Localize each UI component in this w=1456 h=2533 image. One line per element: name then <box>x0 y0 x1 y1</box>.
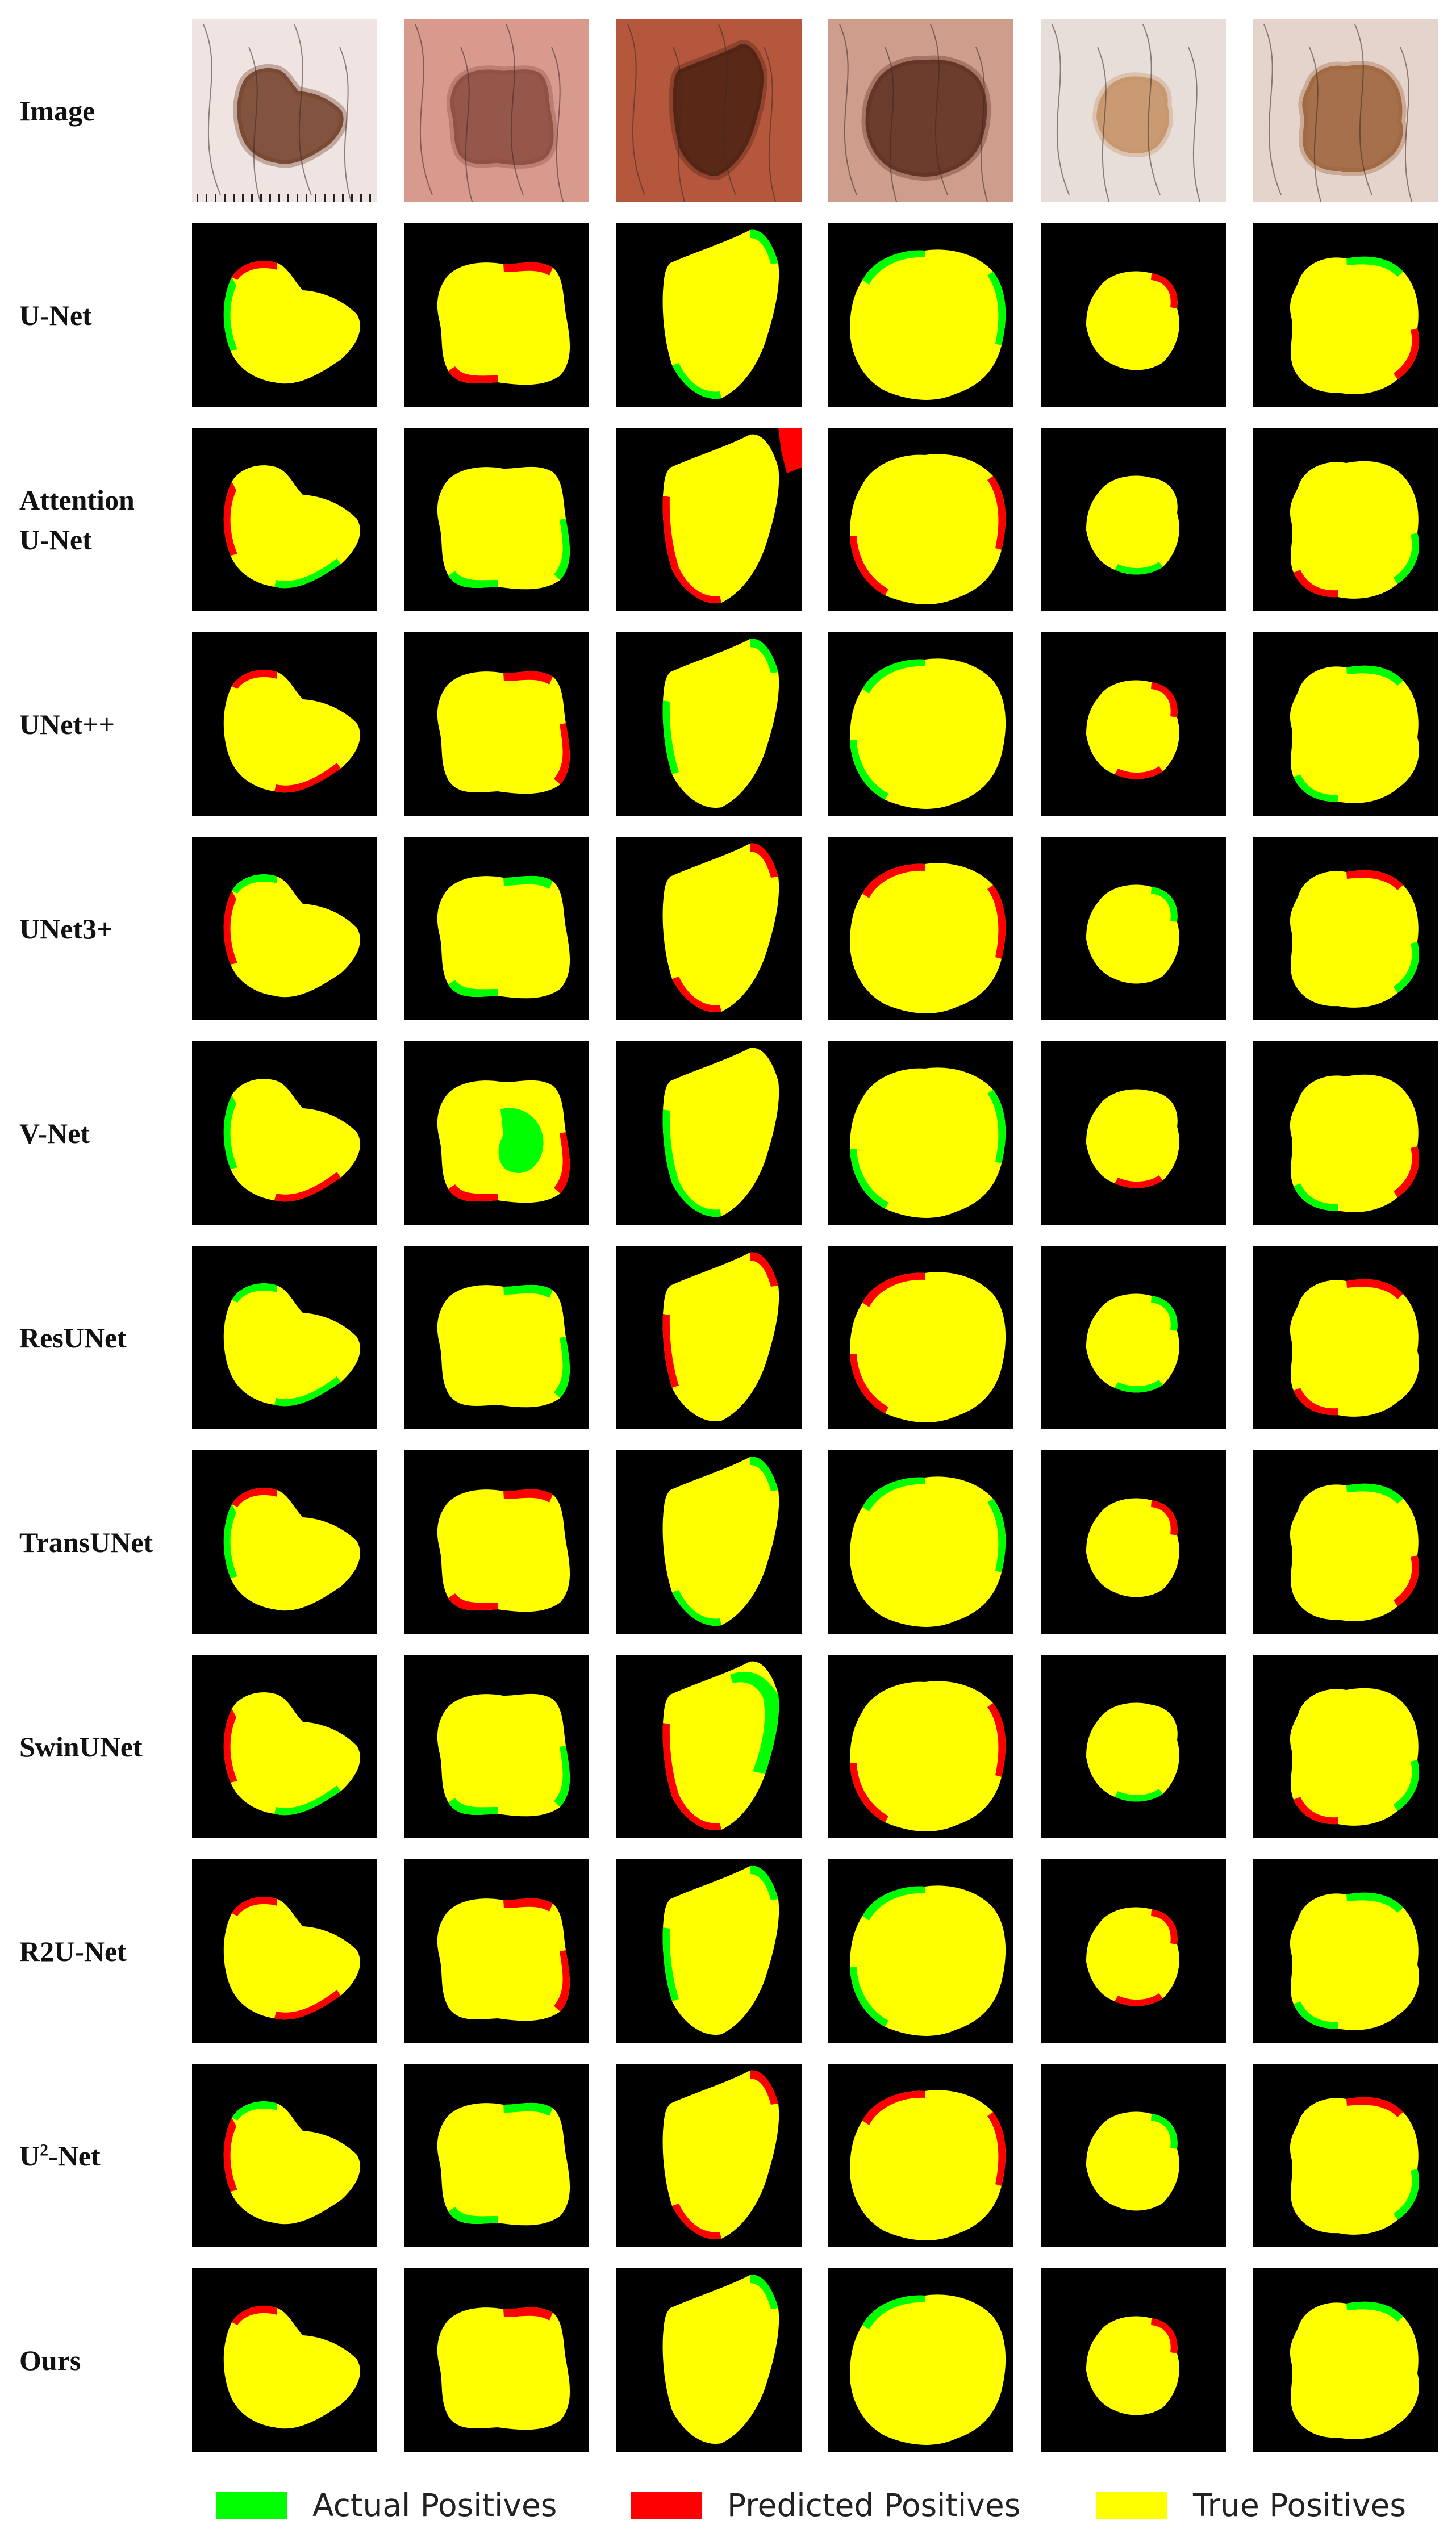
segmentation-mask <box>1253 428 1438 611</box>
segmentation-mask <box>404 1859 589 2043</box>
segmentation-mask <box>616 1859 802 2043</box>
segmentation-mask <box>1041 2268 1226 2452</box>
dermoscopy-image <box>828 19 1013 202</box>
segmentation-mask <box>404 837 589 1020</box>
segmentation-mask <box>1253 837 1438 1020</box>
segmentation-mask <box>616 1246 802 1429</box>
segmentation-mask <box>192 632 377 816</box>
row-label: R2U-Net <box>19 1935 127 1967</box>
segmentation-mask <box>1253 1655 1438 1838</box>
segmentation-mask <box>828 837 1013 1020</box>
segmentation-mask <box>1253 1450 1438 1634</box>
segmentation-mask <box>616 1655 802 1838</box>
row-label: TransUNet <box>19 1526 153 1558</box>
row-label-superscript: 2 <box>40 2140 49 2159</box>
row-label-text: Attention U-Net <box>19 483 135 556</box>
segmentation-mask <box>404 2064 589 2247</box>
segmentation-mask <box>192 2064 377 2247</box>
row-label: V-Net <box>19 1117 90 1149</box>
dermoscopy-image <box>192 19 377 202</box>
legend-item-predicted-positives: Predicted Positives <box>631 2485 1020 2525</box>
segmentation-mask <box>192 2268 377 2452</box>
segmentation-mask <box>192 837 377 1020</box>
row-label-suffix: -Net <box>48 2139 101 2172</box>
segmentation-mask <box>616 428 802 611</box>
segmentation-mask <box>192 428 377 611</box>
segmentation-mask <box>1253 1246 1438 1429</box>
segmentation-mask <box>828 1450 1013 1634</box>
segmentation-mask <box>404 2268 589 2452</box>
segmentation-mask <box>1041 1655 1226 1838</box>
segmentation-mask <box>404 1450 589 1634</box>
segmentation-mask <box>828 1859 1013 2043</box>
segmentation-mask <box>404 632 589 816</box>
segmentation-mask <box>1041 2064 1226 2247</box>
dermoscopy-image <box>616 19 802 202</box>
row-label: UNet3+ <box>19 912 113 945</box>
segmentation-mask <box>1041 223 1226 407</box>
segmentation-mask <box>828 428 1013 611</box>
segmentation-mask <box>192 223 377 407</box>
dermoscopy-image <box>1041 19 1226 202</box>
row-label: SwinUNet <box>19 1730 143 1763</box>
segmentation-mask <box>404 1041 589 1225</box>
segmentation-mask <box>828 632 1013 816</box>
segmentation-mask <box>1253 223 1438 407</box>
segmentation-mask <box>1041 837 1226 1020</box>
segmentation-mask <box>616 837 802 1020</box>
segmentation-mask <box>828 2064 1013 2247</box>
segmentation-mask <box>1253 2268 1438 2452</box>
segmentation-mask <box>828 1246 1013 1429</box>
row-label: Attention U-Net <box>19 480 190 560</box>
segmentation-mask <box>1041 1246 1226 1429</box>
row-label: ResUNet <box>19 1321 127 1354</box>
segmentation-mask <box>1041 1859 1226 2043</box>
row-label-text: U <box>19 2139 40 2172</box>
segmentation-mask <box>616 1041 802 1225</box>
dermoscopy-image <box>404 19 589 202</box>
dermoscopy-image <box>1253 19 1438 202</box>
segmentation-mask <box>1253 2064 1438 2247</box>
segmentation-mask <box>192 1041 377 1225</box>
segmentation-mask <box>828 223 1013 407</box>
legend-label-actual-positives: Actual Positives <box>312 2487 557 2523</box>
segmentation-mask <box>1041 1041 1226 1225</box>
segmentation-mask <box>1041 632 1226 816</box>
segmentation-mask <box>828 1041 1013 1225</box>
segmentation-mask <box>828 2268 1013 2452</box>
segmentation-mask <box>404 1655 589 1838</box>
row-label: U-Net <box>19 299 92 331</box>
legend-swatch-true-positives <box>1096 2492 1167 2519</box>
segmentation-mask <box>192 1655 377 1838</box>
legend-label-predicted-positives: Predicted Positives <box>727 2487 1021 2523</box>
row-label: Image <box>19 94 95 127</box>
segmentation-mask <box>616 1450 802 1634</box>
segmentation-mask <box>1253 1859 1438 2043</box>
row-label: UNet++ <box>19 708 115 740</box>
segmentation-mask <box>616 2064 802 2247</box>
segmentation-mask <box>616 223 802 407</box>
segmentation-mask <box>828 1655 1013 1838</box>
segmentation-mask <box>192 1246 377 1429</box>
legend-swatch-actual-positives <box>216 2492 287 2519</box>
legend-swatch-predicted-positives <box>631 2492 702 2519</box>
segmentation-mask <box>616 2268 802 2452</box>
row-label: Ours <box>19 2344 81 2376</box>
legend-item-actual-positives: Actual Positives <box>216 2485 557 2525</box>
legend-item-true-positives: True Positives <box>1096 2485 1406 2525</box>
segmentation-mask <box>404 1246 589 1429</box>
segmentation-mask <box>192 1859 377 2043</box>
legend-label-true-positives: True Positives <box>1193 2487 1406 2523</box>
segmentation-mask <box>1041 1450 1226 1634</box>
segmentation-mask <box>1253 632 1438 816</box>
segmentation-mask <box>1041 428 1226 611</box>
segmentation-mask <box>404 223 589 407</box>
segmentation-mask <box>404 428 589 611</box>
segmentation-mask <box>1253 1041 1438 1225</box>
row-label: U2-Net <box>19 2136 190 2176</box>
legend: Actual Positives Predicted Positives Tru… <box>0 2485 1456 2525</box>
segmentation-mask <box>192 1450 377 1634</box>
segmentation-mask <box>616 632 802 816</box>
